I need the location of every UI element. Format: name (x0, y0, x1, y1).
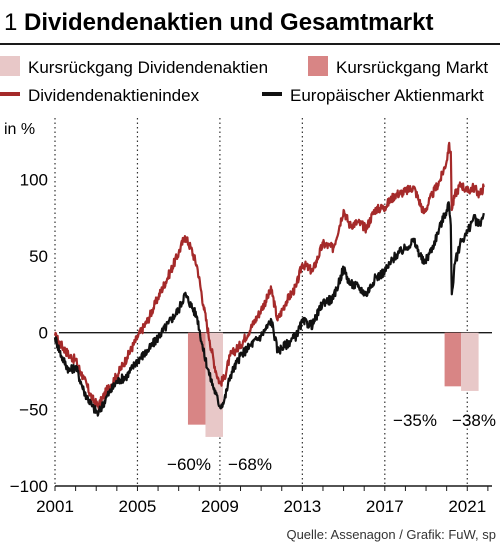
series-line-dividend (53, 141, 485, 411)
drawdown-bar (205, 332, 223, 437)
drawdown-bar (461, 332, 479, 391)
y-tick-label: 0 (39, 324, 48, 343)
y-axis-unit: in % (4, 121, 35, 138)
drawdown-label: −68% (228, 455, 272, 474)
legend: Kursrückgang Dividendenaktien Kursrückga… (0, 56, 488, 105)
y-tick-label: 100 (20, 170, 48, 189)
drawdown-bar (444, 332, 462, 387)
x-tick-label: 2009 (201, 497, 239, 516)
chart-title: Dividendenaktien und Gesamtmarkt (24, 9, 433, 36)
series-line-market (53, 201, 485, 417)
axes: 2001 2005 2009 2013 2017 2021 100 50 0 −50 −100 (10, 170, 492, 516)
legend-label-dividend-line: Dividendenaktienindex (28, 86, 200, 105)
x-tick-label: 2021 (448, 497, 486, 516)
drawdown-bars (187, 332, 479, 437)
y-tick-label: 50 (29, 247, 48, 266)
drawdown-labels: −60% −68% −35% −38% (167, 411, 496, 474)
series-lines (53, 141, 485, 417)
legend-label-market-line: Europäischer Aktienmarkt (290, 86, 484, 105)
legend-swatch-dividend-drawdown (0, 56, 20, 76)
legend-label-market-drawdown: Kursrückgang Markt (336, 58, 488, 77)
chart-title-number: 1 (4, 9, 17, 36)
y-tick-label: −100 (10, 477, 48, 496)
legend-label-dividend-drawdown: Kursrückgang Dividendenaktien (28, 58, 268, 77)
drawdown-label: −38% (452, 411, 496, 430)
drawdown-bar (187, 332, 206, 425)
x-tick-label: 2005 (119, 497, 157, 516)
drawdown-label: −35% (393, 411, 437, 430)
drawdown-label: −60% (167, 455, 211, 474)
legend-swatch-market-drawdown (308, 56, 328, 76)
y-tick-label: −50 (19, 400, 48, 419)
x-tick-label: 2001 (36, 497, 74, 516)
x-tick-label: 2013 (283, 497, 321, 516)
source-note: Quelle: Assenagon / Grafik: FuW, sp (286, 527, 496, 542)
x-tick-label: 2017 (366, 497, 404, 516)
